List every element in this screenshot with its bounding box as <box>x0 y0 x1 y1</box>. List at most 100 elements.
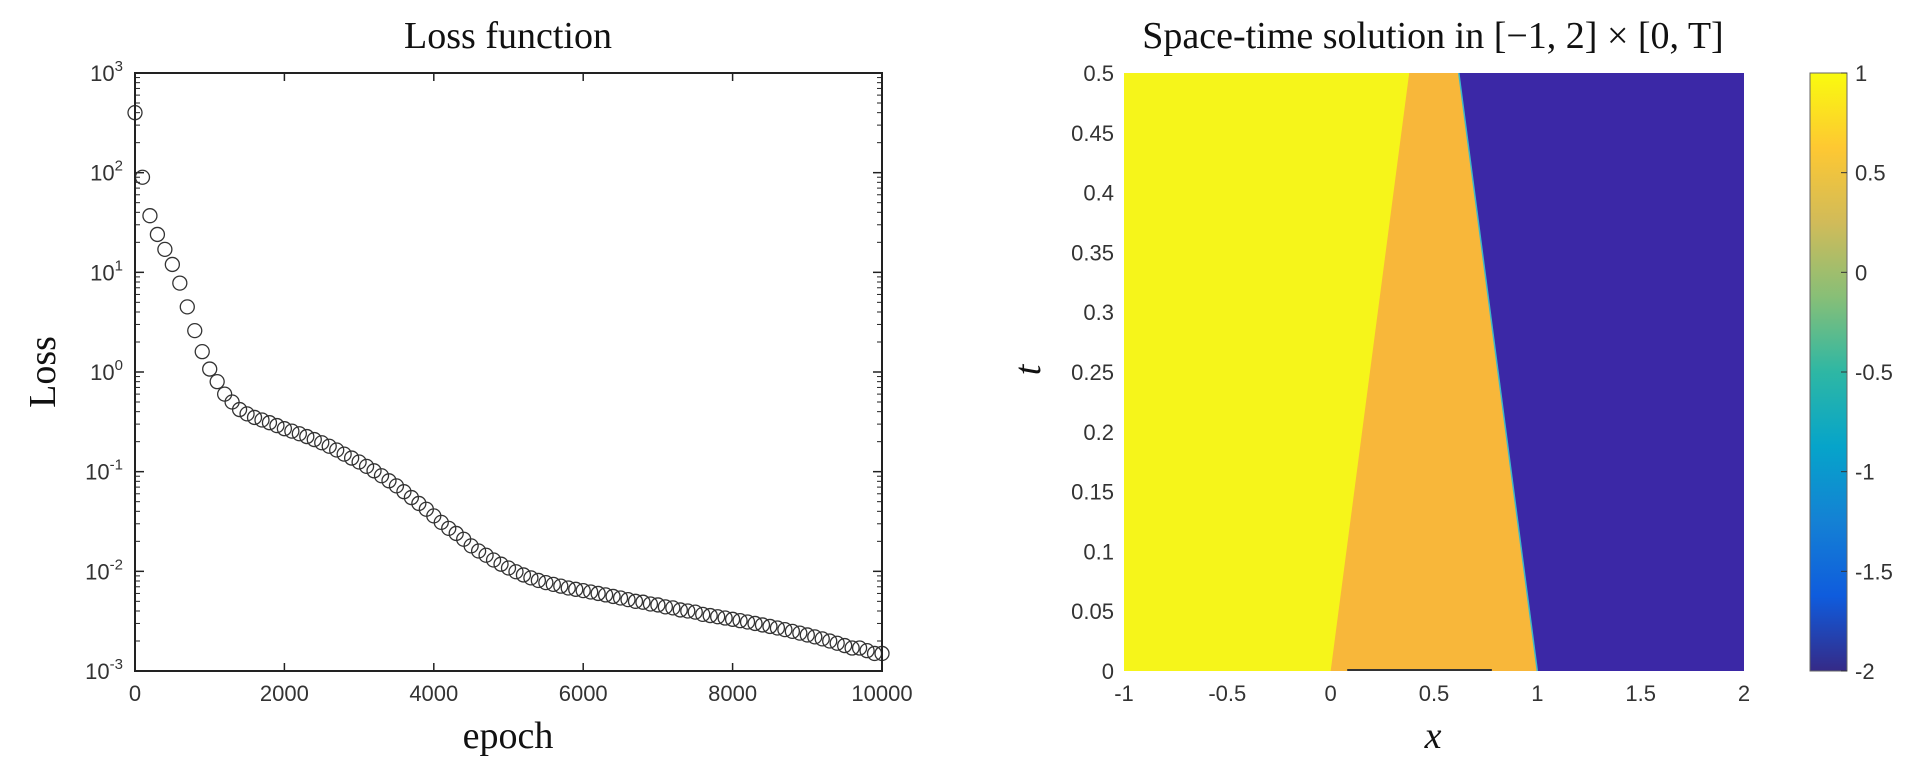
x-tick-label: 0.5 <box>1419 681 1450 706</box>
loss-point <box>560 580 576 596</box>
colorbar-tick-label: -1.5 <box>1855 559 1893 584</box>
y-tick-exponent: -3 <box>110 656 123 673</box>
loss-point <box>702 607 718 624</box>
y-tick-exponent: 3 <box>115 58 123 75</box>
y-tick-exponent: 0 <box>115 357 123 374</box>
loss-point <box>523 570 539 586</box>
loss-point <box>844 640 860 656</box>
loss-point <box>724 611 741 627</box>
y-tick-exponent: 1 <box>115 257 123 274</box>
y-tick-label: 103 <box>90 58 123 86</box>
y-tick-label: 0 <box>1102 659 1114 684</box>
heatmap-xlabel: x <box>1424 715 1442 757</box>
y-tick-base: 10 <box>90 161 114 186</box>
y-tick-base: 10 <box>85 460 109 485</box>
loss-point <box>784 623 801 639</box>
loss-point <box>822 633 838 649</box>
loss-chart-axes-box <box>134 72 883 672</box>
loss-point <box>500 560 517 576</box>
loss-point <box>164 256 181 273</box>
loss-point <box>717 610 733 626</box>
x-tick-label: 2 <box>1738 681 1750 706</box>
loss-point <box>762 618 778 635</box>
loss-point <box>478 547 494 563</box>
loss-point <box>792 625 808 641</box>
loss-chart-xlabel: epoch <box>463 715 554 757</box>
y-tick-base: 10 <box>90 61 114 86</box>
x-tick-label: -0.5 <box>1208 681 1246 706</box>
loss-point <box>612 590 629 606</box>
loss-point <box>859 643 875 659</box>
loss-point <box>284 423 300 439</box>
loss-point <box>568 581 584 597</box>
loss-point <box>620 591 636 608</box>
y-tick-label: 0.45 <box>1071 121 1114 146</box>
x-tick-label: 8000 <box>708 681 757 706</box>
loss-point <box>269 417 285 434</box>
loss-point <box>149 226 166 243</box>
loss-point <box>627 593 644 609</box>
loss-point <box>732 613 748 629</box>
loss-point <box>329 442 345 458</box>
loss-point <box>254 412 270 428</box>
x-tick-label: 4000 <box>409 681 458 706</box>
loss-point <box>545 576 561 593</box>
loss-point <box>590 585 606 602</box>
y-tick-label: 0.35 <box>1071 240 1114 265</box>
loss-point <box>231 401 248 418</box>
loss-point <box>814 631 830 647</box>
loss-point <box>366 463 382 479</box>
region-left-state <box>1124 73 1410 671</box>
loss-point <box>777 621 793 638</box>
loss-chart-ylabel: Loss <box>22 336 64 408</box>
loss-point <box>837 637 853 654</box>
y-tick-label: 0.4 <box>1083 181 1114 206</box>
loss-point <box>224 394 240 410</box>
colorbar <box>1809 72 1848 672</box>
loss-point <box>172 275 188 291</box>
loss-point <box>441 520 457 536</box>
loss-point <box>747 615 763 632</box>
loss-point <box>343 450 360 466</box>
loss-point <box>276 421 293 437</box>
colorbar-tick-label: -2 <box>1855 659 1875 684</box>
loss-point <box>851 640 868 656</box>
loss-point <box>142 208 158 224</box>
loss-point <box>739 614 756 630</box>
loss-point <box>687 604 703 620</box>
loss-point <box>463 538 479 554</box>
y-tick-base: 10 <box>90 360 114 385</box>
x-tick-label: 0 <box>129 681 141 706</box>
y-tick-label: 0.1 <box>1083 539 1114 564</box>
colorbar-tick-label: -0.5 <box>1855 360 1893 385</box>
y-tick-label: 0.25 <box>1071 360 1114 385</box>
loss-point <box>187 322 203 339</box>
loss-point <box>291 426 307 442</box>
loss-point <box>306 431 322 448</box>
y-tick-base: 10 <box>90 260 114 285</box>
loss-point <box>373 468 390 484</box>
x-tick-label: 10000 <box>851 681 912 706</box>
y-tick-label: 100 <box>90 357 123 385</box>
y-tick-label: 0.2 <box>1083 420 1114 445</box>
y-tick-label: 10-2 <box>85 556 123 584</box>
x-tick-label: -1 <box>1114 681 1134 706</box>
loss-point <box>538 574 554 591</box>
loss-point <box>351 454 367 470</box>
colorbar-tick-label: 0.5 <box>1855 161 1886 186</box>
loss-point <box>381 473 397 489</box>
loss-chart-title: Loss function <box>404 15 612 57</box>
heatmap-ylabel: t <box>1007 363 1049 375</box>
loss-point <box>493 556 509 572</box>
solution-heatmap: Space-time solution in [−1, 2] × [0, T] … <box>1007 15 1893 757</box>
loss-point <box>807 629 823 645</box>
y-tick-label: 10-3 <box>85 656 123 684</box>
colorbar-tick-label: 1 <box>1855 61 1867 86</box>
loss-point <box>769 620 786 636</box>
shock-front-line <box>1458 72 1539 672</box>
y-tick-label: 10-1 <box>85 457 123 485</box>
loss-point <box>261 415 278 431</box>
x-tick-label: 6000 <box>559 681 608 706</box>
x-tick-label: 1 <box>1531 681 1543 706</box>
